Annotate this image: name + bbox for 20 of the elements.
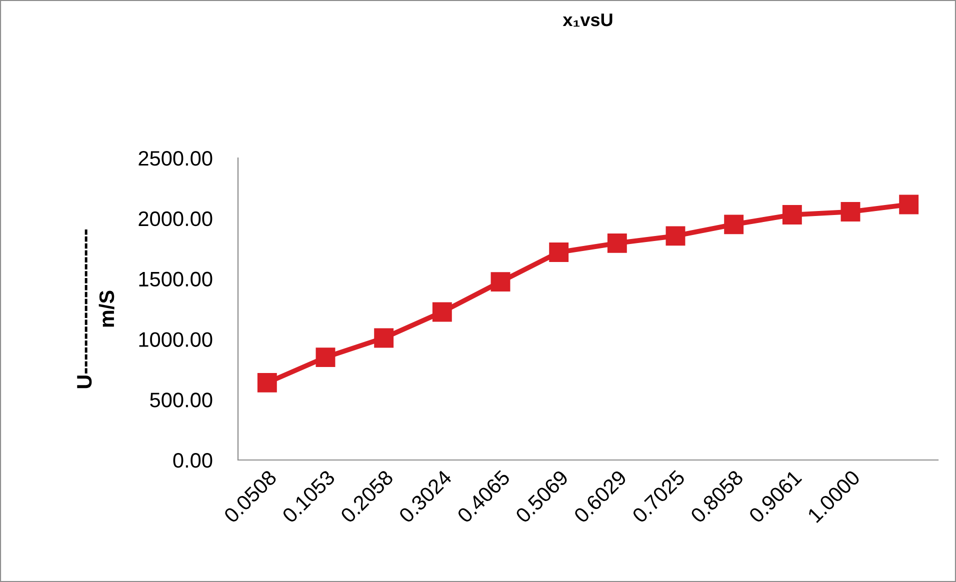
point <box>316 348 336 368</box>
point <box>840 202 860 222</box>
y-tick-label: 0.00 <box>173 453 212 468</box>
y-tick-label: 500.00 <box>150 392 212 408</box>
chart-title: x₁vsU <box>562 14 612 27</box>
y-tick-label: 2000.00 <box>138 211 212 226</box>
point <box>666 226 686 246</box>
y-axis-title: U--------------------- m/S <box>77 229 114 388</box>
point <box>432 302 452 322</box>
point <box>607 233 627 253</box>
y-tick-label: 1000.00 <box>139 332 212 347</box>
point <box>490 272 510 292</box>
y-tick-label: 2500.00 <box>138 151 212 166</box>
point <box>899 194 919 214</box>
point <box>782 205 802 224</box>
point <box>724 214 744 234</box>
point <box>549 242 569 262</box>
point <box>374 328 394 348</box>
point <box>257 372 277 392</box>
y-tick-label: 1500.00 <box>139 272 212 287</box>
